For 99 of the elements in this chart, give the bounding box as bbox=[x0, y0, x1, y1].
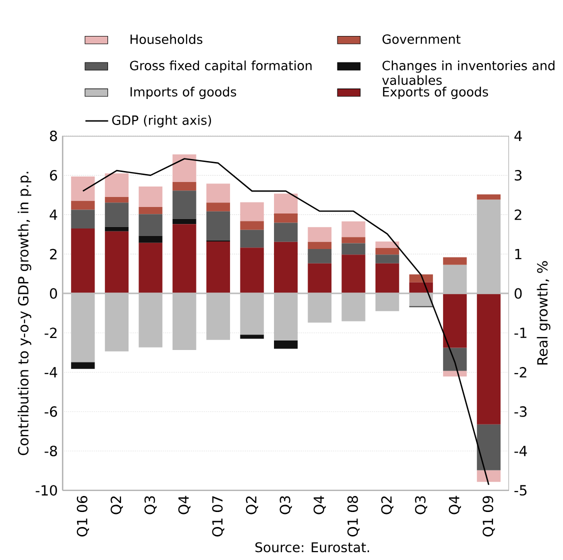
bar bbox=[71, 362, 95, 370]
y-tick-label: -4 bbox=[44, 367, 58, 378]
y2-tick-label: 4 bbox=[514, 130, 522, 142]
y-tick-label: 8 bbox=[50, 130, 57, 142]
legend-label: Government bbox=[382, 34, 460, 44]
y2-tick-label: -2 bbox=[514, 367, 526, 378]
legend-label: Exports of goods bbox=[383, 86, 488, 100]
x-tick-label: Q4 bbox=[314, 496, 326, 514]
bar bbox=[308, 227, 332, 242]
y2-tick-label: 1 bbox=[515, 249, 522, 260]
bar bbox=[71, 228, 95, 294]
bar bbox=[206, 202, 230, 212]
bar bbox=[71, 176, 95, 202]
bar bbox=[206, 242, 230, 294]
x-tick-label: Q1 09 bbox=[482, 496, 495, 537]
bar bbox=[443, 348, 467, 372]
x-tick-label: Q1 07 bbox=[212, 496, 224, 537]
legend-label: GDP (right axis) bbox=[112, 115, 212, 128]
x-tick-label: Q4 bbox=[178, 496, 190, 514]
source-note: Source: Eurostat. bbox=[255, 542, 370, 552]
y-tick-label: -6 bbox=[44, 406, 58, 418]
x-tick-label: Q1 08 bbox=[347, 496, 360, 537]
bar bbox=[104, 227, 129, 232]
x-tick-label: Q3 bbox=[415, 496, 428, 514]
y2-tick-label: -1 bbox=[514, 328, 526, 338]
bar bbox=[104, 174, 129, 198]
bar bbox=[342, 254, 366, 294]
bar bbox=[443, 294, 467, 348]
y-tick-label: -2 bbox=[44, 328, 57, 338]
bar bbox=[172, 224, 196, 294]
bar bbox=[476, 470, 501, 482]
bar bbox=[274, 242, 298, 294]
bar bbox=[138, 186, 162, 208]
bar bbox=[240, 230, 264, 248]
y-tick-label: -10 bbox=[36, 485, 57, 496]
bar bbox=[240, 202, 264, 222]
bar bbox=[138, 207, 162, 214]
bar bbox=[71, 201, 95, 210]
line-series bbox=[82, 158, 490, 486]
y-tick-label: 4 bbox=[50, 210, 58, 220]
bar bbox=[274, 222, 298, 242]
bar bbox=[206, 184, 230, 203]
y2-axis-title: Real growth, % bbox=[536, 261, 550, 365]
bar bbox=[308, 249, 332, 264]
x-tick-label: Q2 bbox=[381, 496, 394, 514]
y2-tick-label: 0 bbox=[514, 288, 522, 299]
bar bbox=[240, 248, 264, 294]
bar bbox=[104, 232, 129, 294]
x-tick-label: Q3 bbox=[280, 496, 292, 514]
bar bbox=[138, 243, 162, 294]
bar bbox=[375, 248, 400, 255]
bar bbox=[172, 182, 196, 191]
x-tick-label: Q3 bbox=[144, 496, 157, 514]
bar bbox=[443, 371, 467, 377]
bar bbox=[342, 243, 366, 255]
bar bbox=[308, 263, 332, 294]
y-tick-label: 0 bbox=[50, 288, 57, 299]
bar bbox=[342, 222, 366, 238]
y2-tick-label: 3 bbox=[514, 170, 522, 181]
y-tick-label: -8 bbox=[44, 446, 57, 456]
y2-tick-label: -4 bbox=[514, 446, 527, 456]
legend-label: Imports of goods bbox=[130, 86, 236, 100]
bar bbox=[375, 254, 400, 264]
y-axis-title: Contribution to y-o-y GDP growth, in p.p. bbox=[18, 172, 32, 456]
bar bbox=[240, 221, 264, 230]
legend-label: Changes in inventories and valuables bbox=[382, 60, 554, 86]
x-tick-label: Q1 06 bbox=[76, 496, 90, 537]
bar bbox=[240, 334, 264, 339]
bar bbox=[375, 263, 400, 294]
bar bbox=[342, 237, 366, 244]
legend-label: Households bbox=[130, 34, 202, 44]
y2-tick-label: -3 bbox=[514, 406, 527, 418]
bar bbox=[443, 257, 467, 266]
y2-tick-label: 2 bbox=[514, 210, 522, 220]
bar bbox=[104, 197, 129, 203]
legend-label: Gross fixed capital formation bbox=[130, 60, 312, 73]
bar bbox=[375, 242, 400, 248]
y-tick-label: 2 bbox=[50, 249, 57, 260]
bar bbox=[172, 218, 196, 224]
y2-tick-label: -5 bbox=[514, 485, 526, 496]
x-tick-label: Q2 bbox=[246, 496, 258, 514]
bar bbox=[206, 212, 230, 240]
bar bbox=[138, 236, 162, 244]
bar bbox=[71, 210, 95, 229]
bar bbox=[476, 294, 501, 425]
bar bbox=[409, 274, 433, 283]
y-tick-label: 6 bbox=[50, 170, 58, 181]
x-tick-label: Q2 bbox=[110, 496, 123, 514]
bar bbox=[476, 194, 501, 200]
bar bbox=[138, 214, 162, 236]
bar bbox=[274, 214, 298, 223]
bar bbox=[274, 194, 298, 214]
bar bbox=[104, 202, 129, 228]
bar bbox=[172, 154, 196, 182]
bar bbox=[172, 190, 196, 219]
bar bbox=[274, 340, 298, 349]
bar bbox=[308, 242, 332, 250]
bar bbox=[476, 424, 501, 470]
x-tick-label: Q4 bbox=[448, 496, 462, 514]
